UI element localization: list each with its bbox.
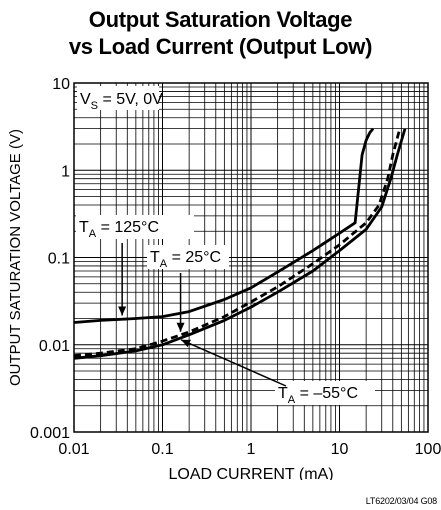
series-label-minus55c-arrow [181,339,191,348]
x-tick-label: 100 [415,441,441,458]
condition-label-bg [77,86,159,110]
x-tick-label: 1 [247,441,256,458]
x-axis-label: LOAD CURRENT (mA) [168,466,333,480]
x-tick-label: 10 [331,441,349,458]
series-label-25c-bg [147,245,229,269]
series-label-minus55c: TA = –55°C [278,385,358,406]
series-label-125c-bg [76,215,194,239]
series-label-125c: TA = 125°C [79,219,159,240]
chart-title-line-2: vs Load Current (Output Low) [68,34,373,59]
series-label-25c: TA = 25°C [150,249,221,270]
series-line-2 [73,128,407,360]
series-label-125c-arrow [118,306,127,316]
series-label-minus55c-leader [180,339,287,387]
condition-label: VS = 5V, 0V [80,91,163,112]
x-tick-label: 0.1 [151,441,173,458]
y-tick-label: 0.01 [39,338,70,355]
series-line-1 [73,128,402,358]
chart-title-line-1: Output Saturation Voltage [88,7,353,32]
plot-frame [73,82,429,433]
y-tick-label: 10 [52,76,70,93]
y-tick-label: 1 [61,163,70,180]
figure-id: LT6202/03/04 G08 [365,496,437,506]
y-tick-label: 0.001 [30,425,70,442]
series-line-0 [73,127,375,324]
series-label-25c-arrow [176,322,185,332]
chart-title: Output Saturation Voltage vs Load Curren… [0,6,441,60]
y-axis-label: OUTPUT SATURATION VOLTAGE (V) [7,129,24,386]
y-tick-label: 0.1 [48,251,70,268]
series-label-minus55c-bg [275,381,375,405]
x-tick-label: 0.01 [58,441,89,458]
